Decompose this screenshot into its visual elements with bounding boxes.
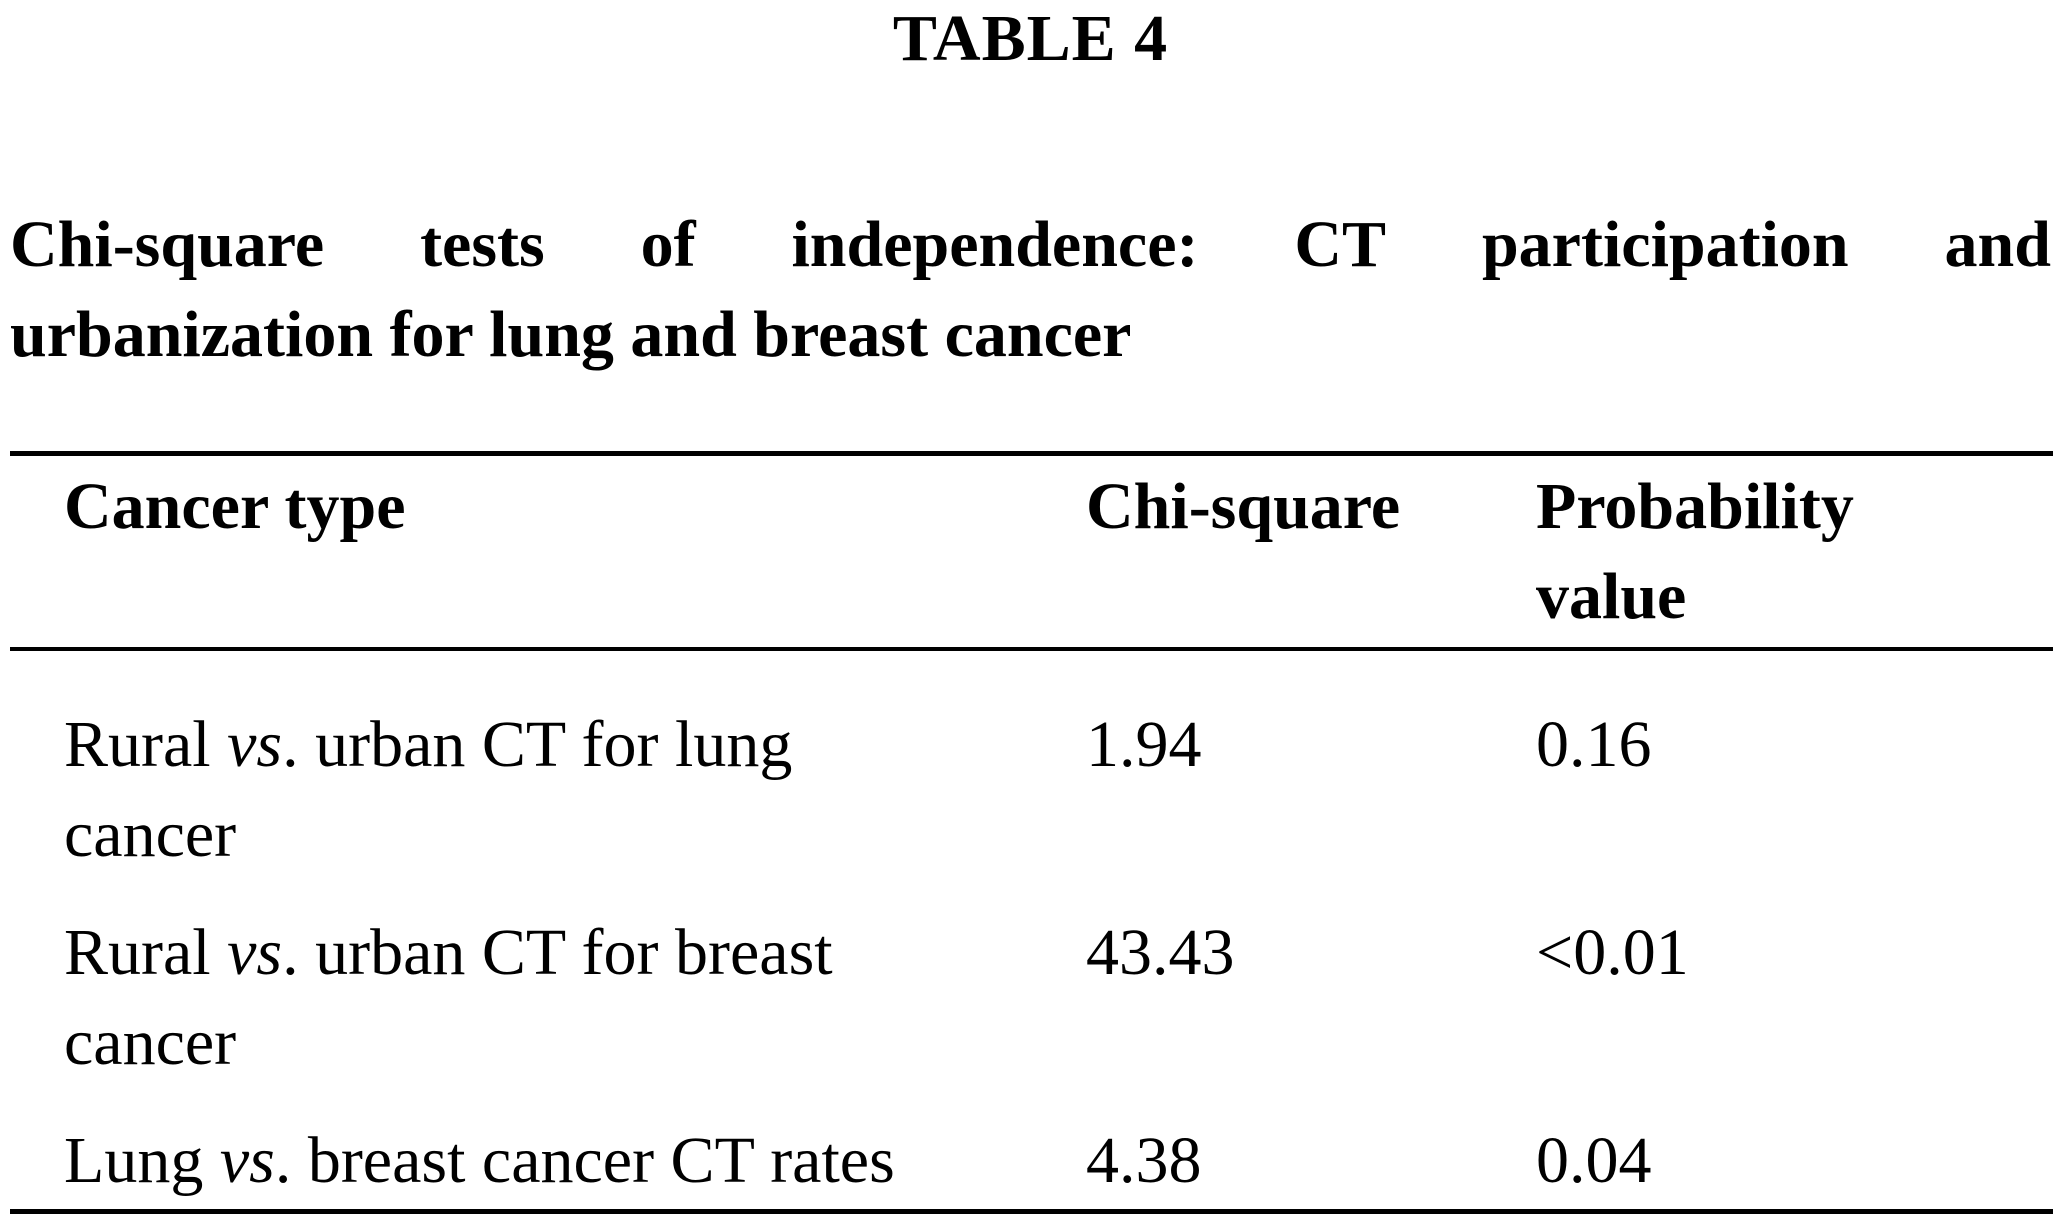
row-3-vs: vs <box>219 1124 275 1197</box>
row-1-chi-square: 1.94 <box>1086 708 1202 781</box>
row-1-probability: 0.16 <box>1536 708 1652 781</box>
header-probability-line2: value <box>1536 560 1687 633</box>
table-label: TABLE 4 <box>892 2 1169 75</box>
caption-word: independence: <box>791 208 1199 281</box>
header-chi-square: Chi-square <box>1086 470 1401 543</box>
row-3-text-post: . breast cancer CT rates <box>274 1124 895 1197</box>
row-3-text-pre: Lung <box>64 1124 220 1197</box>
caption-word: participation <box>1481 208 1849 281</box>
row-2-text-post: . urban CT for breast <box>282 916 833 989</box>
caption-word: tests <box>420 208 545 281</box>
header-cancer-type: Cancer type <box>64 470 406 543</box>
row-2-text-line2: cancer <box>64 1006 237 1079</box>
row-1-text-line2: cancer <box>64 798 237 871</box>
row-1-cancer-type: Rural vs. urban CT for lung cancer <box>64 700 1064 880</box>
header-probability-value: Probability value <box>1536 462 2016 642</box>
caption-line-1: Chi-square tests of independence: CT par… <box>10 200 2051 290</box>
caption-word: and <box>1944 208 2051 281</box>
header-probability-line1: Probability <box>1536 470 1854 543</box>
table-caption: Chi-square tests of independence: CT par… <box>10 200 2051 380</box>
row-1-text-pre: Rural <box>64 708 228 781</box>
row-2-text-pre: Rural <box>64 916 228 989</box>
row-3-cancer-type: Lung vs. breast cancer CT rates <box>64 1116 1064 1206</box>
row-2-cancer-type: Rural vs. urban CT for breast cancer <box>64 908 1064 1088</box>
row-3-chi-square: 4.38 <box>1086 1124 1202 1197</box>
row-2-vs: vs <box>227 916 283 989</box>
row-1-vs: vs <box>227 708 283 781</box>
caption-line-2: urbanization for lung and breast cancer <box>10 298 1132 371</box>
table-top-rule <box>10 451 2053 456</box>
row-3-probability: 0.04 <box>1536 1124 1652 1197</box>
caption-word: of <box>640 208 696 281</box>
table-bottom-rule <box>10 1209 2053 1214</box>
caption-word: Chi-square <box>10 208 325 281</box>
table-header-rule <box>10 647 2053 651</box>
caption-word: CT <box>1294 208 1387 281</box>
row-1-text-post: . urban CT for lung <box>282 708 793 781</box>
row-2-probability: <0.01 <box>1536 916 1689 989</box>
row-2-chi-square: 43.43 <box>1086 916 1235 989</box>
